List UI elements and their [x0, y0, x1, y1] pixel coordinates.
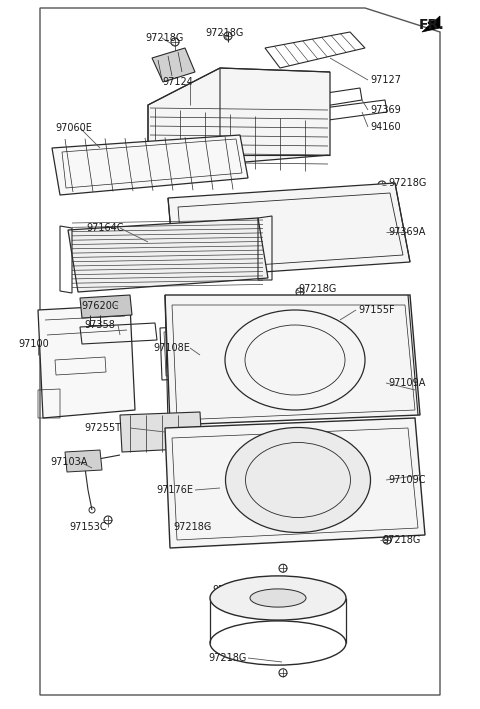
Ellipse shape: [210, 576, 346, 620]
Polygon shape: [168, 183, 410, 278]
Polygon shape: [68, 218, 268, 292]
Text: 97060E: 97060E: [55, 123, 92, 133]
Text: 97218G: 97218G: [382, 535, 420, 545]
Text: 97124: 97124: [163, 77, 193, 87]
Polygon shape: [152, 48, 195, 82]
Polygon shape: [165, 418, 425, 548]
Text: 97218G: 97218G: [388, 178, 426, 188]
Text: 97176E: 97176E: [156, 485, 193, 495]
Text: 97369: 97369: [370, 105, 401, 115]
Text: 97255T: 97255T: [84, 423, 121, 433]
Text: 97108E: 97108E: [154, 343, 191, 353]
Ellipse shape: [250, 589, 306, 607]
Text: 97109C: 97109C: [388, 475, 425, 485]
Text: 97164C: 97164C: [86, 223, 124, 233]
Text: 97155F: 97155F: [358, 305, 395, 315]
Text: 97153C: 97153C: [69, 522, 107, 532]
Text: 97620C: 97620C: [81, 301, 119, 311]
Text: 97369A: 97369A: [388, 227, 425, 237]
Polygon shape: [165, 295, 420, 425]
Text: 97218G: 97218G: [298, 284, 336, 294]
Text: 97103A: 97103A: [50, 457, 87, 467]
Polygon shape: [80, 295, 132, 318]
Text: 97218G: 97218G: [146, 33, 184, 43]
Text: FR.: FR.: [419, 18, 445, 32]
Polygon shape: [310, 298, 365, 335]
Polygon shape: [120, 412, 202, 452]
Text: 97116: 97116: [213, 585, 243, 595]
Polygon shape: [52, 135, 248, 195]
Polygon shape: [38, 305, 135, 418]
Text: 97127: 97127: [370, 75, 401, 85]
Text: 94160: 94160: [370, 122, 401, 132]
Polygon shape: [65, 450, 102, 472]
Text: 97358: 97358: [84, 320, 115, 330]
Text: 97218G: 97218G: [174, 522, 212, 532]
Polygon shape: [148, 68, 330, 170]
Text: 97218G: 97218G: [206, 28, 244, 38]
Polygon shape: [422, 16, 440, 32]
Polygon shape: [200, 478, 242, 502]
Text: 97109A: 97109A: [388, 378, 425, 388]
Ellipse shape: [226, 428, 371, 532]
Text: 97100: 97100: [18, 339, 49, 349]
Text: 97218G: 97218G: [209, 653, 247, 663]
